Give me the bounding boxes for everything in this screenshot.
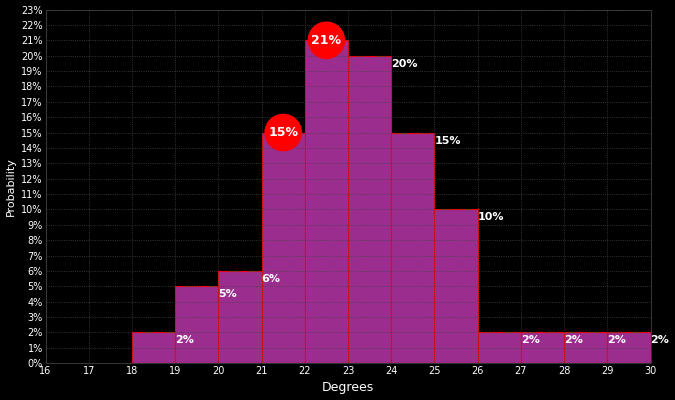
Y-axis label: Probability: Probability [5, 157, 16, 216]
Bar [305, 40, 348, 363]
Text: 6%: 6% [262, 274, 281, 284]
Text: 15%: 15% [435, 136, 461, 146]
Bar [478, 332, 521, 363]
Text: 20%: 20% [392, 59, 418, 69]
Bar [435, 209, 478, 363]
Bar [521, 332, 564, 363]
Text: 15%: 15% [268, 126, 298, 139]
Bar [176, 286, 219, 363]
Bar [608, 332, 651, 363]
Bar [132, 332, 176, 363]
Text: 5%: 5% [219, 289, 237, 299]
Bar [564, 332, 608, 363]
Bar [262, 132, 305, 363]
Text: 2%: 2% [651, 336, 670, 346]
Text: 10%: 10% [478, 212, 504, 222]
Text: 21%: 21% [311, 34, 342, 47]
Text: 2%: 2% [564, 336, 583, 346]
Bar [348, 56, 392, 363]
Bar [392, 132, 435, 363]
Bar [219, 271, 262, 363]
Text: 2%: 2% [176, 336, 194, 346]
Text: 2%: 2% [521, 336, 540, 346]
Text: 2%: 2% [608, 336, 626, 346]
X-axis label: Degrees: Degrees [322, 382, 374, 394]
